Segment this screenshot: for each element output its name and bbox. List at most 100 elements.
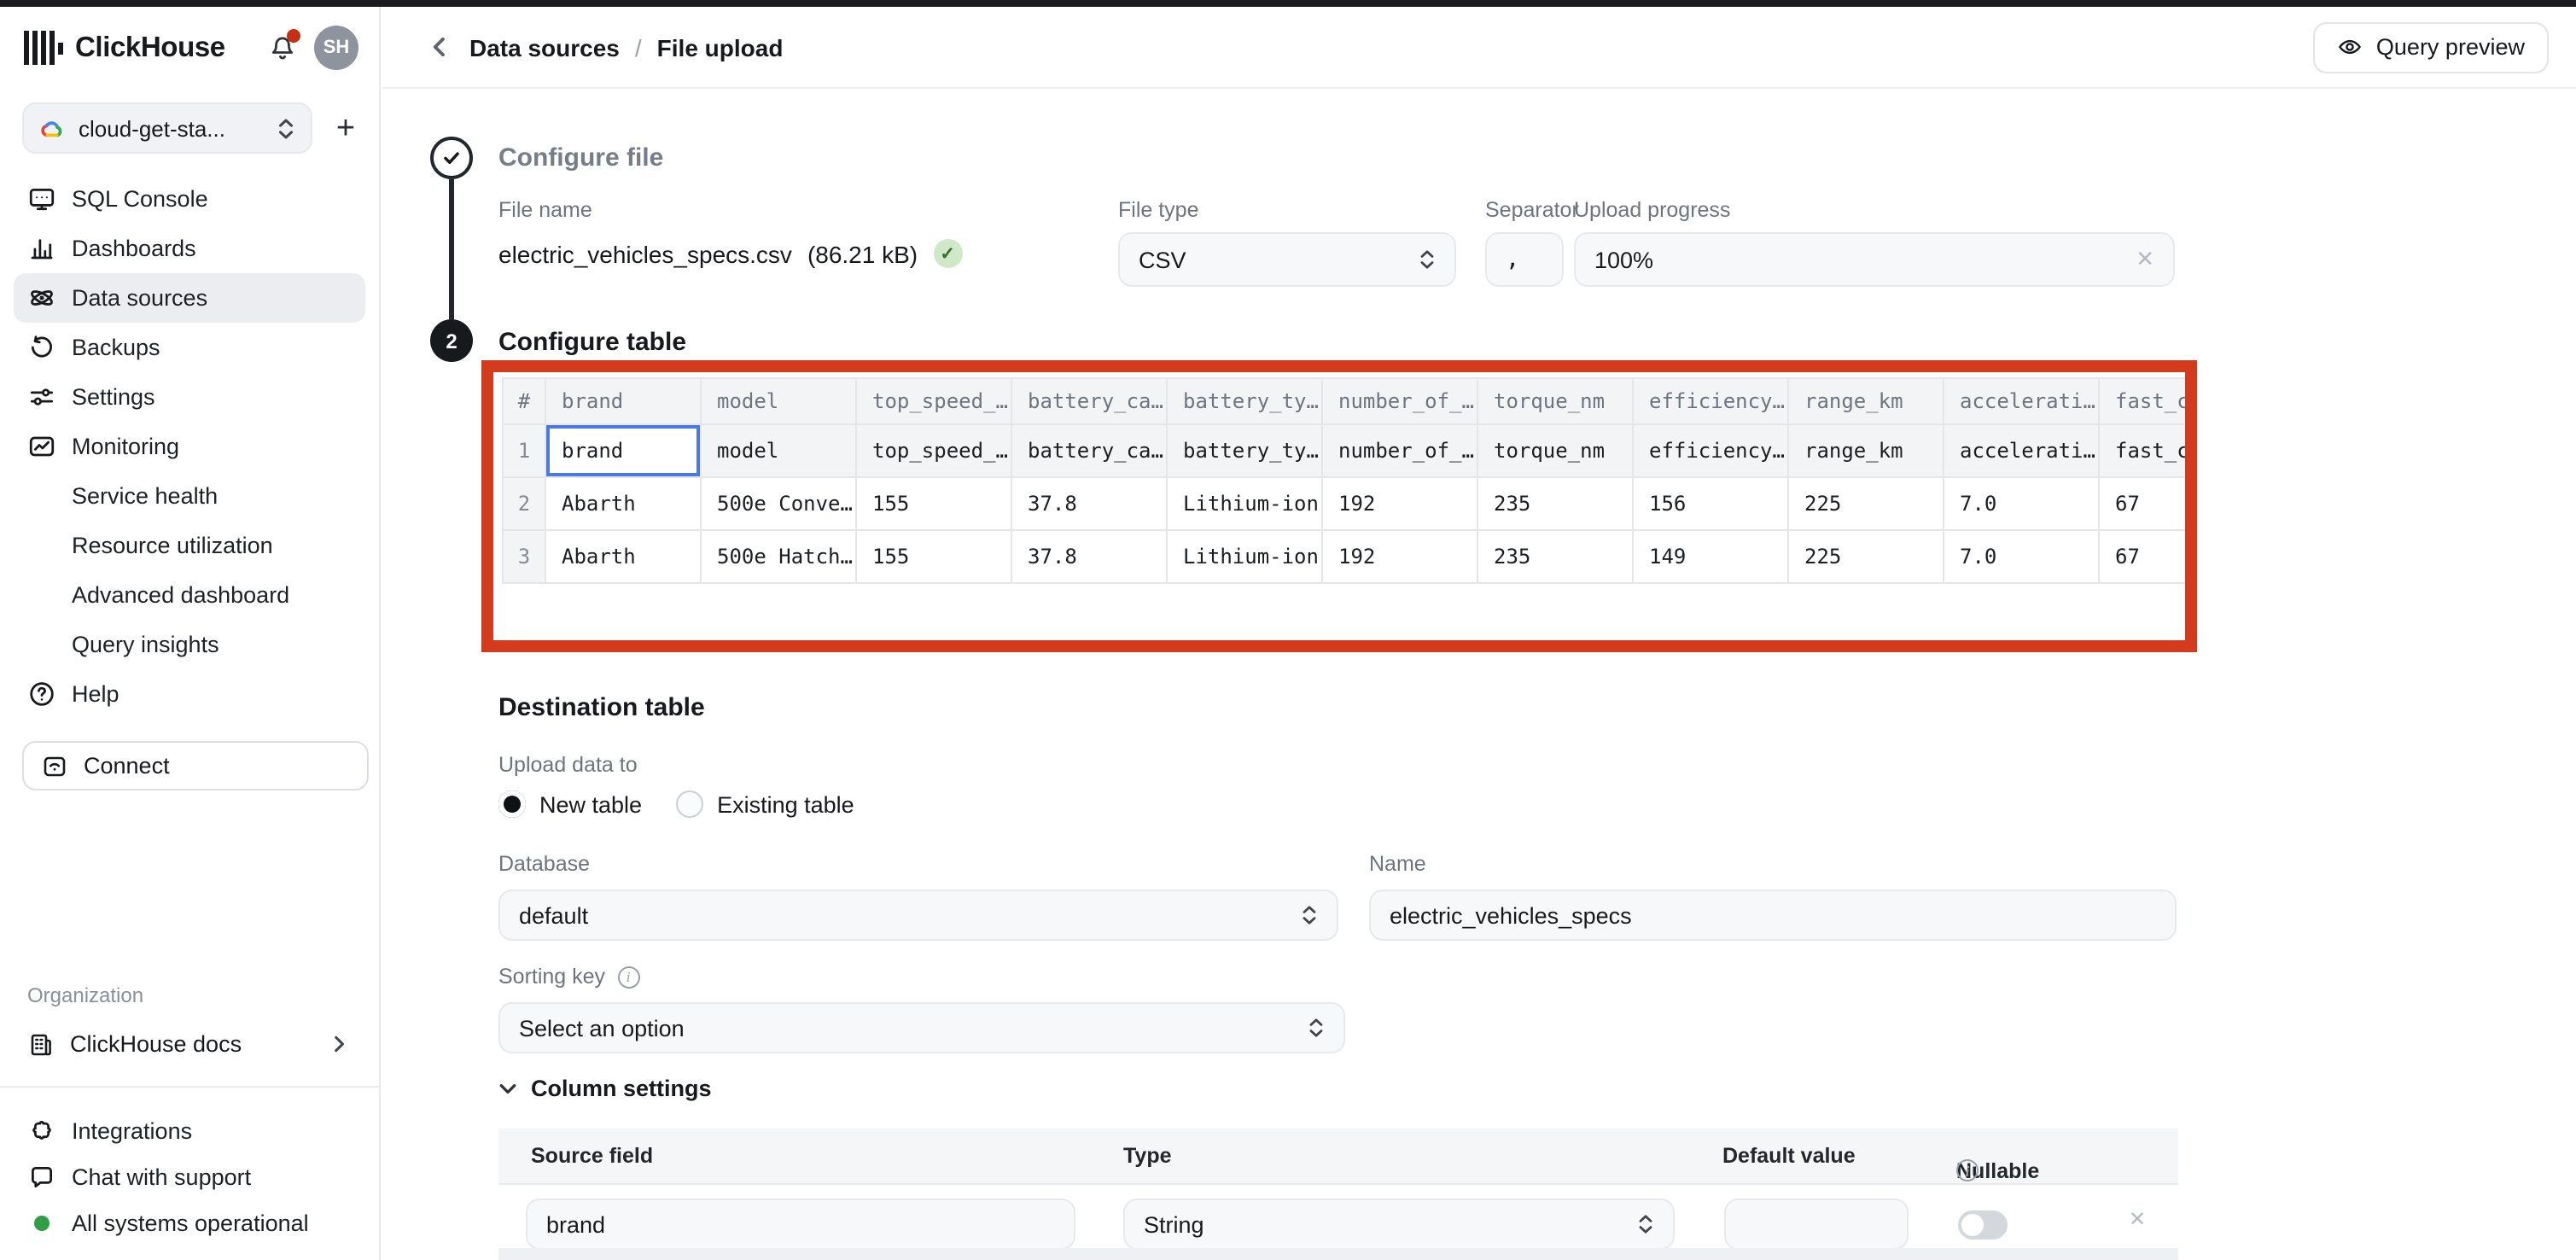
table-cell[interactable]: 149 (1634, 531, 1789, 584)
table-header-cell: top_speed_… (857, 379, 1012, 425)
file-name: electric_vehicles_specs.csv (498, 240, 792, 267)
monitoring-icon (27, 432, 56, 461)
table-cell[interactable]: Lithium-ion (1168, 531, 1323, 584)
table-cell[interactable]: Abarth (546, 478, 702, 531)
radio-existing-table[interactable]: Existing table (676, 790, 854, 818)
sidebar-item-integrations[interactable]: Integrations (14, 1108, 365, 1154)
chevron-updown-icon (1637, 1214, 1654, 1234)
sidebar-item-backups[interactable]: Backups (14, 323, 365, 372)
table-cell[interactable]: Lithium-ion (1168, 478, 1323, 531)
sidebar-item-advanced-dashboard[interactable]: Advanced dashboard (14, 570, 365, 620)
table-name-input[interactable]: electric_vehicles_specs (1369, 890, 2177, 941)
table-cell[interactable]: 225 (1789, 531, 1944, 584)
table-cell[interactable]: 155 (857, 478, 1012, 531)
connect-button[interactable]: Connect (22, 741, 369, 790)
file-type-select[interactable]: CSV (1118, 232, 1456, 287)
source-field-input[interactable]: brand (526, 1199, 1075, 1250)
step-2-indicator: 2 (430, 319, 473, 362)
query-preview-button[interactable]: Query preview (2312, 21, 2549, 73)
sidebar-item-label: Backups (72, 335, 160, 360)
remove-column-icon[interactable]: ✕ (2129, 1207, 2147, 1231)
sidebar-item-label: All systems operational (72, 1210, 309, 1236)
table-cell[interactable]: 155 (857, 531, 1012, 584)
sidebar-item-label: Monitoring (72, 434, 180, 459)
info-icon[interactable]: i (617, 965, 640, 988)
docs-label: ClickHouse docs (70, 1031, 242, 1057)
table-cell[interactable]: battery_ca… (1012, 425, 1168, 478)
table-cell[interactable]: accelerati… (1944, 425, 2100, 478)
table-cell[interactable]: top_speed_… (857, 425, 1012, 478)
avatar[interactable]: SH (314, 26, 358, 70)
upload-progress-field[interactable]: 100% ✕ (1574, 232, 2175, 287)
table-cell[interactable]: 67 (2100, 478, 2185, 531)
sidebar-item-label: Chat with support (72, 1164, 252, 1190)
table-cell[interactable]: 500e Conve… (702, 478, 857, 531)
sidebar-item-help[interactable]: Help (14, 669, 365, 719)
back-button[interactable] (420, 28, 458, 66)
separator-input[interactable]: , (1485, 232, 1564, 287)
breadcrumb-data-sources[interactable]: Data sources (469, 33, 620, 61)
sidebar-item-clickhouse-docs[interactable]: ClickHouse docs (14, 1019, 365, 1069)
table-cell[interactable]: 67 (2100, 531, 2185, 584)
database-value: default (519, 902, 589, 928)
column-settings-toggle[interactable]: Column settings (498, 1076, 712, 1101)
status-dot-icon (27, 1209, 56, 1238)
upload-target-radios: New table Existing table (498, 790, 854, 818)
sorting-key-select[interactable]: Select an option (498, 1002, 1345, 1053)
table-header-cell: fast_cha… (2100, 379, 2185, 425)
table-cell[interactable]: brand (546, 425, 702, 478)
table-cell[interactable]: battery_ty… (1168, 425, 1323, 478)
table-cell[interactable]: 235 (1478, 478, 1634, 531)
service-selector[interactable]: cloud-get-sta... (22, 102, 312, 154)
clear-file-icon[interactable]: ✕ (2136, 246, 2154, 271)
table-row: 1 brand model top_speed_… battery_ca… battery… (504, 425, 2185, 478)
sidebar-item-dashboards[interactable]: Dashboards (14, 224, 365, 273)
sidebar-item-label: Dashboards (72, 236, 196, 261)
sidebar-item-label: Service health (72, 483, 219, 509)
column-settings-label: Column settings (531, 1076, 712, 1101)
info-icon[interactable]: i (1956, 1159, 1979, 1181)
table-cell[interactable]: efficiency… (1634, 425, 1789, 478)
table-row-number: 3 (504, 531, 546, 584)
content: 2 Configure file File name electric_vehi… (382, 89, 2576, 1260)
organization-label: Organization (27, 983, 144, 1007)
table-cell[interactable]: 156 (1634, 478, 1789, 531)
sidebar-item-data-sources[interactable]: Data sources (14, 273, 365, 323)
sidebar-item-settings[interactable]: Settings (14, 372, 365, 422)
radio-new-table[interactable]: New table (498, 790, 642, 818)
sidebar-item-label: Advanced dashboard (72, 582, 290, 608)
add-service-button[interactable]: + (326, 108, 365, 149)
table-cell[interactable]: 225 (1789, 478, 1944, 531)
type-select[interactable]: String (1123, 1199, 1675, 1250)
chevron-updown-icon (1301, 905, 1318, 925)
sidebar-item-chat-with-support[interactable]: Chat with support (14, 1154, 365, 1200)
sidebar-item-service-health[interactable]: Service health (14, 471, 365, 521)
table-cell[interactable]: 7.0 (1944, 531, 2100, 584)
sidebar-item-monitoring[interactable]: Monitoring (14, 422, 365, 471)
notifications-bell-icon[interactable] (263, 29, 300, 67)
sidebar-item-query-insights[interactable]: Query insights (14, 620, 365, 669)
sidebar-item-sql-console[interactable]: SQL Console (14, 174, 365, 224)
table-cell[interactable]: range_km (1789, 425, 1944, 478)
table-cell[interactable]: 37.8 (1012, 478, 1168, 531)
table-cell[interactable]: Abarth (546, 531, 702, 584)
sidebar-item-all-systems-operational[interactable]: All systems operational (14, 1200, 365, 1246)
table-cell[interactable]: 235 (1478, 531, 1634, 584)
default-value-input[interactable] (1724, 1199, 1909, 1250)
table-row: 3 Abarth 500e Hatch… 155 37.8 Lithium-ion 192 2… (504, 531, 2185, 584)
chevron-updown-icon (1308, 1018, 1325, 1038)
sorting-key-placeholder: Select an option (519, 1015, 685, 1041)
table-cell[interactable]: fast_cha… (2100, 425, 2185, 478)
table-cell[interactable]: torque_nm (1478, 425, 1634, 478)
table-cell[interactable]: model (702, 425, 857, 478)
database-select[interactable]: default (498, 890, 1338, 941)
table-cell[interactable]: 192 (1323, 531, 1478, 584)
query-preview-label: Query preview (2375, 34, 2525, 60)
nullable-toggle[interactable] (1958, 1210, 2008, 1240)
table-cell[interactable]: number_of_… (1323, 425, 1478, 478)
sidebar-item-resource-utilization[interactable]: Resource utilization (14, 521, 365, 570)
table-cell[interactable]: 192 (1323, 478, 1478, 531)
table-cell[interactable]: 500e Hatch… (702, 531, 857, 584)
table-cell[interactable]: 37.8 (1012, 531, 1168, 584)
table-cell[interactable]: 7.0 (1944, 478, 2100, 531)
